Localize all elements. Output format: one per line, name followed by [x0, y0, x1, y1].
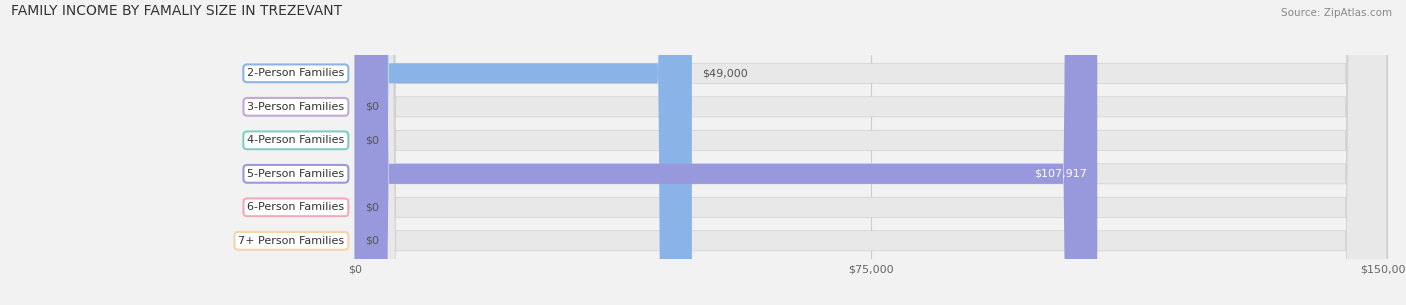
Text: 6-Person Families: 6-Person Families — [247, 202, 344, 212]
Text: $49,000: $49,000 — [702, 68, 748, 78]
FancyBboxPatch shape — [354, 0, 1386, 305]
Text: 5-Person Families: 5-Person Families — [247, 169, 344, 179]
FancyBboxPatch shape — [354, 0, 1386, 305]
Text: $0: $0 — [366, 202, 380, 212]
Text: $107,917: $107,917 — [1033, 169, 1087, 179]
FancyBboxPatch shape — [354, 0, 1097, 305]
FancyBboxPatch shape — [354, 0, 1386, 305]
Text: FAMILY INCOME BY FAMALIY SIZE IN TREZEVANT: FAMILY INCOME BY FAMALIY SIZE IN TREZEVA… — [11, 4, 342, 18]
Text: 3-Person Families: 3-Person Families — [247, 102, 344, 112]
Text: $0: $0 — [366, 135, 380, 145]
Text: 2-Person Families: 2-Person Families — [247, 68, 344, 78]
FancyBboxPatch shape — [354, 0, 1386, 305]
Text: $0: $0 — [366, 236, 380, 246]
FancyBboxPatch shape — [354, 0, 1386, 305]
Text: 4-Person Families: 4-Person Families — [247, 135, 344, 145]
FancyBboxPatch shape — [354, 0, 1386, 305]
Text: $0: $0 — [366, 102, 380, 112]
Text: 7+ Person Families: 7+ Person Families — [239, 236, 344, 246]
FancyBboxPatch shape — [354, 0, 692, 305]
Text: Source: ZipAtlas.com: Source: ZipAtlas.com — [1281, 8, 1392, 18]
